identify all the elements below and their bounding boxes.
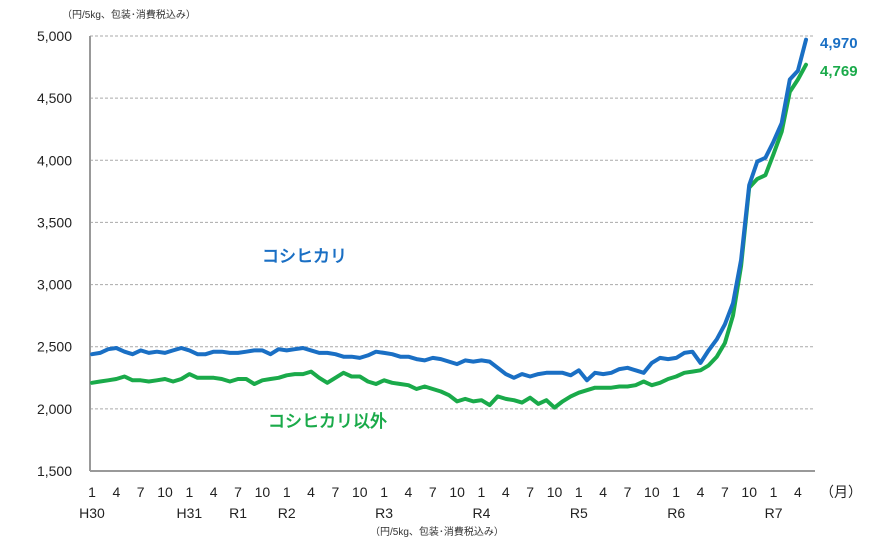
y-tick-label: 1,500 <box>37 463 72 479</box>
x-axis-ticks: 1 4 7 10 1 4 7 10 1 4 7 10 1 4 7 10 1 4 7 10 1 4 7 10 1 4 7 10 1 4 <box>88 484 802 500</box>
x-tick-label: 10 <box>547 484 563 500</box>
y-tick-label: 2,500 <box>37 339 72 355</box>
x-tick-label: 7 <box>332 484 340 500</box>
era-label: H31 <box>177 505 203 521</box>
x-tick-label: 10 <box>644 484 660 500</box>
era-label: H30 <box>79 505 105 521</box>
era-labels: H30 H31 R1 R2 R3 R4 R5 R6 R7 <box>79 505 783 521</box>
x-tick-label: 1 <box>575 484 583 500</box>
era-label: R1 <box>229 505 247 521</box>
x-tick-label: 4 <box>112 484 120 500</box>
x-tick-label: 7 <box>526 484 534 500</box>
x-tick-label: 4 <box>502 484 510 500</box>
era-label: R5 <box>570 505 588 521</box>
x-tick-label: 4 <box>307 484 315 500</box>
series-line-other <box>90 62 808 410</box>
series-label-koshihikari: コシヒカリ <box>262 247 347 266</box>
y-tick-label: 3,500 <box>37 214 72 230</box>
x-tick-label: 1 <box>380 484 388 500</box>
series-line-koshihikari <box>90 37 808 383</box>
era-label: R4 <box>473 505 491 521</box>
end-label-other: 4,769 <box>820 63 858 80</box>
era-label: R2 <box>278 505 296 521</box>
era-label: R3 <box>375 505 393 521</box>
era-label: R7 <box>765 505 783 521</box>
x-tick-label: 7 <box>429 484 437 500</box>
x-tick-label: 10 <box>255 484 271 500</box>
y-tick-label: 2,000 <box>37 401 72 417</box>
x-tick-label: 1 <box>672 484 680 500</box>
x-tick-label: 4 <box>599 484 607 500</box>
x-tick-label: 1 <box>88 484 96 500</box>
series-label-other: コシヒカリ以外 <box>268 411 387 431</box>
x-tick-label: 7 <box>137 484 145 500</box>
y-axis-ticks: 1,500 2,000 2,500 3,000 3,500 4,000 4,500 5,000 <box>37 28 72 479</box>
x-tick-label: 7 <box>624 484 632 500</box>
x-tick-label: 1 <box>478 484 486 500</box>
x-unit-label: （月） <box>820 484 862 500</box>
era-label: R6 <box>667 505 685 521</box>
x-tick-label: 4 <box>210 484 218 500</box>
x-tick-label: 10 <box>157 484 173 500</box>
x-tick-label: 1 <box>283 484 291 500</box>
x-tick-label: 1 <box>770 484 778 500</box>
x-tick-label: 7 <box>721 484 729 500</box>
y-tick-label: 3,000 <box>37 277 72 293</box>
x-tick-label: 1 <box>185 484 193 500</box>
x-tick-label: 4 <box>405 484 413 500</box>
x-tick-label: 10 <box>352 484 368 500</box>
x-unit-note: （円/5kg、包装･消費税込み） <box>370 525 504 538</box>
y-unit-label: （円/5kg、包装･消費税込み） <box>62 8 196 21</box>
y-tick-label: 5,000 <box>37 28 72 44</box>
x-tick-label: 7 <box>234 484 242 500</box>
x-tick-label: 4 <box>697 484 705 500</box>
x-tick-label: 10 <box>449 484 465 500</box>
x-tick-label: 4 <box>794 484 802 500</box>
y-tick-label: 4,000 <box>37 152 72 168</box>
gridlines <box>89 35 815 472</box>
x-tick-label: 10 <box>741 484 757 500</box>
series-lines <box>90 37 808 410</box>
end-label-koshihikari: 4,970 <box>820 35 858 52</box>
y-tick-label: 4,500 <box>37 90 72 106</box>
